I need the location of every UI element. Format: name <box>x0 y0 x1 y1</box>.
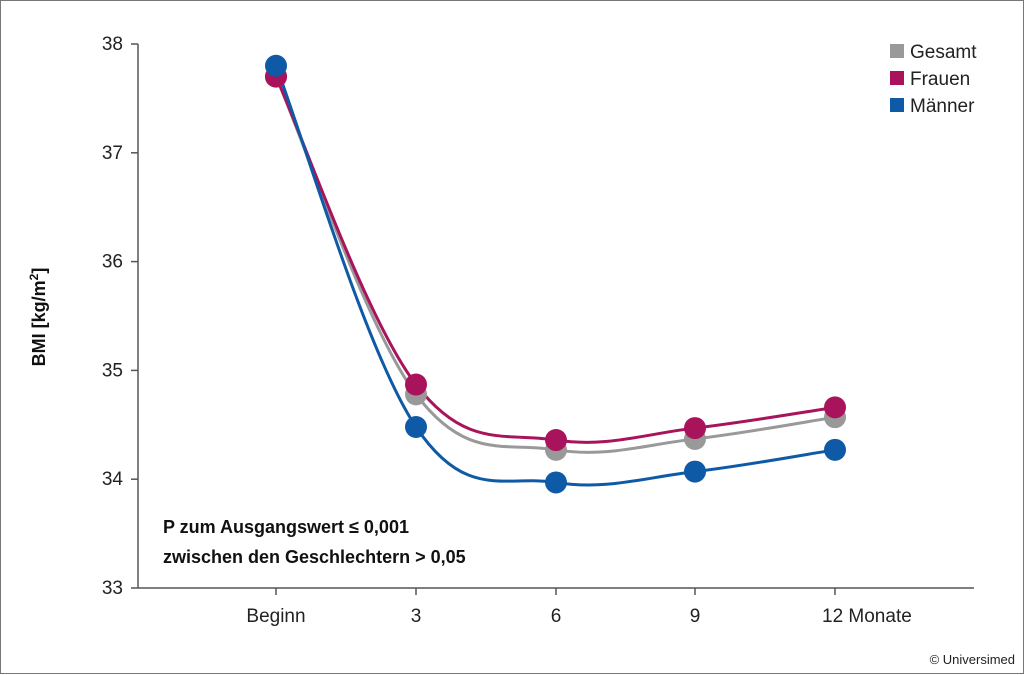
y-axis-label-main: BMI [kg/m <box>29 280 49 366</box>
legend-label-gesamt: Gesamt <box>910 42 977 63</box>
y-tick-label: 33 <box>102 578 123 599</box>
annotation-p-baseline: P zum Ausgangswert ≤ 0,001 <box>163 517 409 537</box>
point-frauen <box>824 396 846 419</box>
point-mnner <box>684 460 706 483</box>
point-mnner <box>265 54 287 77</box>
series-points <box>265 54 846 494</box>
legend-swatch-frauen <box>890 71 904 85</box>
line-mnner <box>274 65 836 487</box>
copyright-credit: © Universimed <box>930 652 1015 667</box>
y-tick-label: 36 <box>102 252 123 273</box>
x-tick-label: 12 Monate <box>822 606 912 627</box>
legend-label-mnner: Männer <box>910 96 975 117</box>
point-mnner <box>545 471 567 494</box>
line-gesamt <box>274 76 836 454</box>
y-axis-label-close: ] <box>29 268 49 274</box>
y-tick-label: 35 <box>102 360 123 381</box>
line-frauen <box>274 76 836 444</box>
x-tick-label: Beginn <box>246 606 305 627</box>
point-frauen <box>545 429 567 452</box>
x-tick-label: 9 <box>690 606 701 627</box>
series-lines <box>274 65 836 487</box>
y-axis-label-sup: 2 <box>27 273 41 280</box>
y-tick-label: 38 <box>102 34 123 55</box>
point-mnner <box>405 415 427 438</box>
y-tick-label: 37 <box>102 143 123 164</box>
x-tick-label: 3 <box>411 606 422 627</box>
point-mnner <box>824 438 846 461</box>
legend: Gesamt Frauen Männer <box>890 42 977 117</box>
point-frauen <box>684 417 706 440</box>
legend-swatch-mnner <box>890 98 904 112</box>
legend-swatch-gesamt <box>890 44 904 58</box>
point-frauen <box>405 373 427 396</box>
legend-label-frauen: Frauen <box>910 69 970 90</box>
y-axis-label: BMI [kg/m2] <box>27 268 49 367</box>
annotation-p-gender: zwischen den Geschlechtern > 0,05 <box>163 547 466 567</box>
x-tick-label: 6 <box>551 606 562 627</box>
y-tick-label: 34 <box>102 469 124 490</box>
